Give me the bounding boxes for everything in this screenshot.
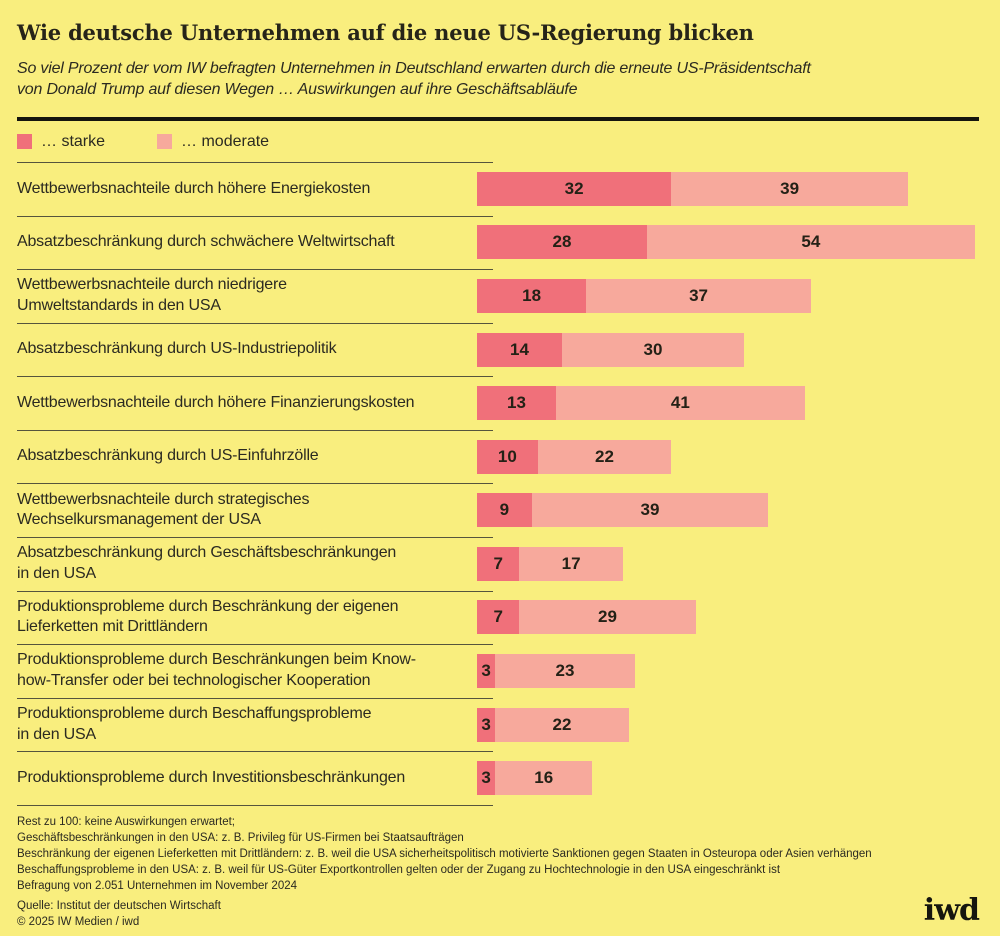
header-divider — [17, 117, 979, 121]
moderate-segment: 22 — [495, 707, 629, 742]
chart-row: Absatzbeschränkung durch US-Einfuhrzölle… — [17, 429, 979, 484]
stacked-bar: 3 16 — [477, 761, 593, 796]
strong-segment: 3 — [477, 707, 496, 742]
footnote-line: Geschäftsbeschränkungen in den USA: z. B… — [17, 831, 464, 844]
row-separator — [17, 322, 493, 324]
row-separator — [17, 429, 493, 431]
stacked-bar: 3 22 — [477, 707, 629, 742]
row-separator — [17, 590, 493, 592]
strong-swatch-icon — [17, 134, 32, 149]
strong-segment: 9 — [477, 493, 532, 528]
category-label: Absatzbeschränkung durch US-Einfuhrzölle — [17, 447, 319, 465]
row-separator — [17, 162, 493, 163]
moderate-segment: 41 — [555, 386, 805, 421]
row-separator — [17, 537, 493, 539]
strong-segment: 7 — [477, 546, 520, 581]
strong-segment: 14 — [477, 332, 562, 367]
category-label: Absatzbeschränkung durch Geschäftsbeschr… — [17, 544, 397, 582]
bar-chart: Wettbewerbsnachteile durch höhere Energi… — [17, 162, 979, 806]
moderate-swatch-icon — [157, 134, 173, 149]
category-label: Absatzbeschränkung durch US-Industriepol… — [17, 340, 337, 358]
subtitle-line-2: von Donald Trump auf diesen Wegen … Ausw… — [17, 81, 578, 98]
footnote-line: Beschränkung der eigenen Lieferketten mi… — [17, 847, 872, 860]
chart-row: Produktionsprobleme durch Beschaffungspr… — [17, 697, 979, 752]
content-column: Wie deutsche Unternehmen auf die neue US… — [17, 0, 979, 931]
footnote-line: Beschaffungsprobleme in den USA: z. B. w… — [17, 863, 781, 876]
footnote-line: Rest zu 100: keine Auswirkungen erwartet… — [17, 815, 235, 828]
moderate-segment: 30 — [561, 332, 745, 367]
chart-bottom-separator — [17, 804, 493, 806]
chart-row: Absatzbeschränkung durch schwächere Welt… — [17, 215, 979, 270]
chart-row: Absatzbeschränkung durch Geschäftsbeschr… — [17, 537, 979, 591]
stacked-bar: 32 39 — [477, 171, 908, 206]
category-label: Wettbewerbsnachteile durch höhere Finanz… — [17, 393, 415, 411]
chart-row: Wettbewerbsnachteile durch niedrigere Umw… — [17, 269, 979, 323]
page-title: Wie deutsche Unternehmen auf die neue US… — [17, 20, 754, 45]
category-label: Produktionsprobleme durch Investitionsbe… — [17, 768, 406, 786]
footnote-line: Befragung von 2.051 Unternehmen im Novem… — [17, 879, 298, 892]
row-separator — [17, 215, 493, 217]
iwd-logo: iwd — [923, 893, 980, 928]
moderate-segment: 29 — [519, 600, 696, 635]
chart-row: Wettbewerbsnachteile durch höhere Finanz… — [17, 376, 979, 430]
stacked-bar: 3 23 — [477, 653, 635, 688]
moderate-segment: 54 — [646, 225, 975, 260]
copyright-line: © 2025 IW Medien / iwd — [17, 916, 140, 929]
strong-segment: 13 — [477, 386, 556, 421]
stacked-bar: 7 29 — [477, 600, 696, 635]
strong-segment: 18 — [477, 278, 587, 313]
moderate-segment: 16 — [495, 761, 593, 796]
category-label: Produktionsprobleme durch Beschränkungen… — [17, 651, 416, 689]
category-label: Produktionsprobleme durch Beschränkung d… — [17, 597, 399, 636]
row-separator — [17, 644, 493, 646]
moderate-segment: 22 — [537, 439, 672, 474]
stacked-bar: 13 41 — [477, 386, 805, 421]
strong-segment: 28 — [477, 225, 647, 260]
row-separator — [17, 751, 493, 753]
stacked-bar: 10 22 — [477, 439, 672, 474]
source-line: Quelle: Institut der deutschen Wirtschaf… — [17, 899, 221, 912]
chart-row: Produktionsprobleme durch Investitionsbe… — [17, 751, 979, 805]
category-label: Wettbewerbsnachteile durch höhere Energi… — [17, 179, 371, 197]
strong-segment: 3 — [477, 761, 496, 796]
stacked-bar: 28 54 — [477, 225, 975, 260]
legend-strong-label: … starke — [41, 132, 106, 150]
moderate-segment: 39 — [531, 493, 769, 528]
legend-item-moderate: … moderate — [157, 133, 269, 151]
category-label: Wettbewerbsnachteile durch niedrigere Umw… — [17, 276, 287, 314]
moderate-segment: 17 — [519, 546, 623, 581]
row-separator — [17, 483, 493, 485]
row-separator — [17, 376, 493, 378]
category-label: Absatzbeschränkung durch schwächere Welt… — [17, 233, 395, 251]
moderate-segment: 23 — [495, 653, 635, 688]
strong-segment: 7 — [477, 600, 520, 635]
legend: … starke … moderate — [17, 121, 979, 162]
stacked-bar: 14 30 — [477, 332, 745, 367]
stacked-bar: 7 17 — [477, 546, 623, 581]
category-label: Produktionsprobleme durch Beschaffungspr… — [17, 705, 372, 743]
stacked-bar: 18 37 — [477, 278, 811, 313]
strong-segment: 3 — [477, 653, 496, 688]
legend-moderate-label: … moderate — [181, 132, 270, 150]
stacked-bar: 9 39 — [477, 493, 769, 528]
chart-row: Wettbewerbsnachteile durch strategisches… — [17, 483, 979, 537]
moderate-segment: 39 — [671, 171, 908, 206]
row-separator — [17, 269, 493, 271]
category-label: Wettbewerbsnachteile durch strategisches… — [17, 490, 310, 529]
source-block: Quelle: Institut der deutschen Wirtschaf… — [17, 898, 979, 931]
moderate-segment: 37 — [586, 278, 811, 313]
chart-row: Produktionsprobleme durch Beschränkungen… — [17, 644, 979, 698]
row-separator — [17, 697, 493, 699]
chart-row: Absatzbeschränkung durch US-Industriepol… — [17, 322, 979, 377]
subtitle-line-1: So viel Prozent der vom IW befragten Unt… — [17, 60, 811, 77]
legend-item-strong: … starke — [17, 133, 105, 151]
strong-segment: 32 — [477, 171, 672, 206]
chart-row: Wettbewerbsnachteile durch höhere Energi… — [17, 162, 979, 216]
footnotes: Rest zu 100: keine Auswirkungen erwartet… — [17, 814, 979, 894]
chart-row: Produktionsprobleme durch Beschränkung d… — [17, 590, 979, 645]
strong-segment: 10 — [477, 439, 538, 474]
